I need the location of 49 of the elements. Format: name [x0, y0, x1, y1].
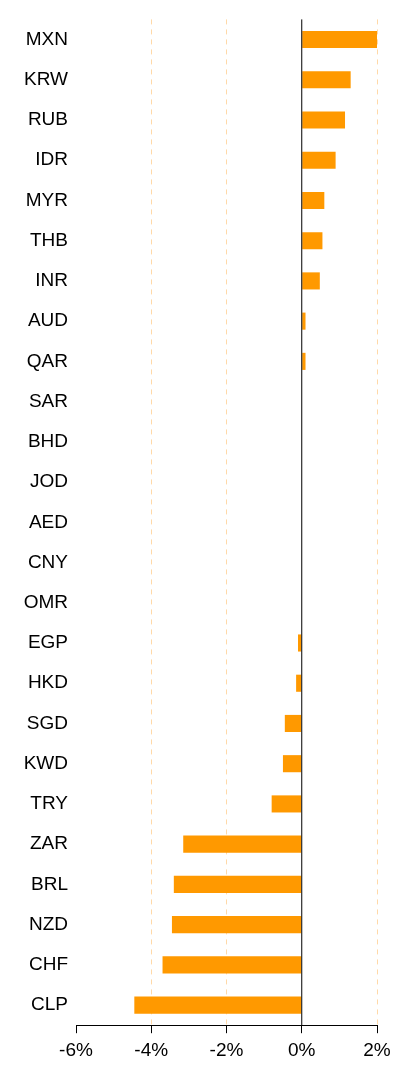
x-tick-label: -6%: [59, 1038, 93, 1060]
bar: [297, 634, 302, 652]
bar: [302, 272, 320, 290]
bar: [302, 30, 377, 49]
bar: [302, 312, 306, 330]
y-tick-label: QAR: [26, 349, 68, 371]
bar: [302, 111, 346, 129]
y-tick-label: KRW: [24, 67, 69, 89]
y-tick-label: CHF: [28, 953, 68, 975]
y-tick-label: CNY: [27, 550, 69, 572]
bar: [284, 714, 302, 733]
bar: [162, 956, 302, 974]
bar: [302, 71, 351, 89]
bar: [282, 755, 302, 773]
y-tick-label: EGP: [27, 631, 68, 653]
bar: [302, 191, 325, 209]
x-tick-label: 0%: [288, 1038, 316, 1060]
bar: [171, 916, 302, 934]
y-tick-label: SAR: [28, 389, 68, 411]
y-tick-label: MXN: [25, 27, 68, 49]
bar: [302, 151, 336, 169]
y-tick-label: BHD: [27, 430, 68, 452]
y-tick-label: BRL: [31, 872, 68, 894]
bar: [183, 835, 302, 853]
y-tick-label: IDR: [35, 148, 68, 170]
y-tick-label: AED: [28, 510, 68, 532]
x-tick-label: -2%: [209, 1038, 244, 1060]
y-tick-label: ZAR: [30, 832, 68, 854]
bar: [271, 795, 302, 813]
y-tick-label: HKD: [27, 671, 68, 693]
bar: [296, 674, 302, 692]
y-tick-label: TRY: [30, 792, 69, 814]
x-tick-label: 2%: [363, 1038, 391, 1060]
bar: [134, 996, 302, 1014]
y-tick-label: MYR: [25, 188, 68, 210]
bar: [302, 352, 306, 370]
bar: [302, 232, 323, 250]
y-tick-label: RUB: [27, 108, 68, 130]
y-tick-label: THB: [30, 228, 68, 250]
y-tick-label: NZD: [28, 912, 68, 934]
y-tick-label: INR: [35, 269, 68, 291]
x-tick-label: -4%: [134, 1038, 169, 1060]
y-tick-label: JOD: [30, 470, 68, 492]
y-tick-label: SGD: [26, 711, 68, 733]
y-tick-label: OMR: [23, 591, 68, 612]
y-tick-label: AUD: [27, 309, 68, 331]
bar: [173, 875, 302, 893]
y-tick-label: KWD: [23, 751, 68, 773]
y-tick-label: CLP: [31, 993, 68, 1015]
